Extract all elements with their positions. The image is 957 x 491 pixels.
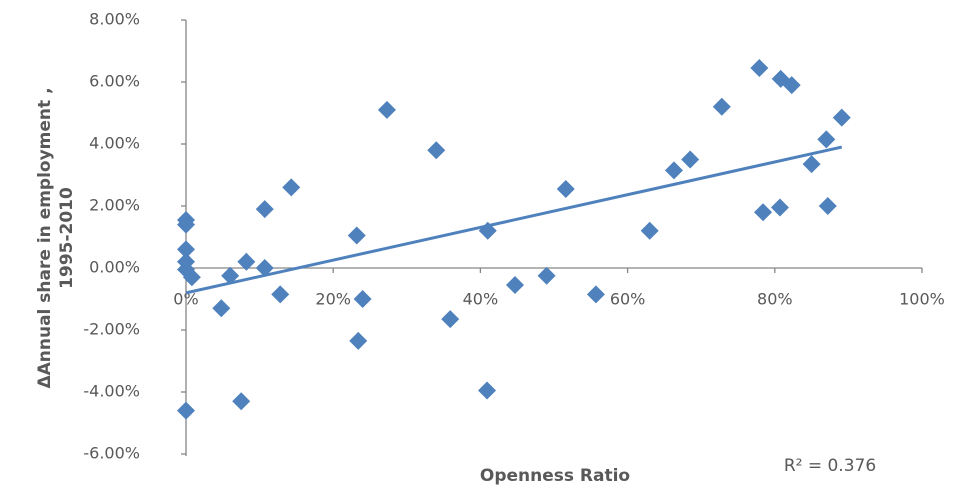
x-tick-label: 40% <box>463 290 499 309</box>
data-point <box>478 221 497 240</box>
data-point <box>817 130 836 149</box>
data-point <box>347 226 366 245</box>
data-point <box>255 200 274 219</box>
data-point <box>353 290 372 308</box>
data-point <box>802 155 821 174</box>
y-tick-label: -2.00% <box>83 320 140 339</box>
x-tick-label: 80% <box>757 290 793 309</box>
data-point <box>712 97 731 116</box>
data-point <box>537 266 556 285</box>
data-point <box>232 392 251 411</box>
data-point <box>177 215 195 234</box>
data-point <box>770 198 789 217</box>
y-tick-label: 4.00% <box>89 134 140 153</box>
data-point <box>505 276 524 295</box>
data-point <box>212 299 231 318</box>
data-point <box>664 161 683 180</box>
r-squared-annotation: R² = 0.376 <box>784 456 876 476</box>
x-tick-label: 20% <box>315 290 351 309</box>
trendline <box>185 145 843 295</box>
data-point <box>754 203 773 222</box>
y-tick-label: -6.00% <box>83 444 140 463</box>
data-point <box>237 252 256 271</box>
y-tick-label: 2.00% <box>89 196 140 215</box>
data-point <box>478 381 497 400</box>
data-point <box>271 285 290 304</box>
data-point <box>818 197 837 215</box>
data-point <box>586 285 605 304</box>
y-tick-label: -4.00% <box>83 382 140 401</box>
data-point <box>750 59 769 78</box>
data-point <box>349 331 368 350</box>
data-point <box>427 141 446 160</box>
y-axis-label-line: 1995-2010 <box>57 187 77 289</box>
y-axis-label: ΔAnnual share in employment , 1995-2010 <box>35 87 77 388</box>
data-point <box>782 76 801 95</box>
y-axis-label-line: ΔAnnual share in employment , <box>35 87 55 388</box>
data-point <box>832 108 851 127</box>
data-point <box>640 221 659 240</box>
data-point <box>221 266 240 285</box>
data-point <box>182 268 201 287</box>
data-point <box>177 240 195 259</box>
data-point <box>377 100 396 119</box>
x-axis-label: Openness Ratio <box>480 466 630 486</box>
data-point <box>441 310 460 329</box>
data-point <box>177 401 195 420</box>
data-point <box>282 178 301 197</box>
x-tick-label: 0% <box>173 290 198 309</box>
data-point <box>681 150 700 169</box>
y-tick-label: 6.00% <box>89 72 140 91</box>
y-tick-label: 0.00% <box>89 258 140 277</box>
x-tick-label: 100% <box>899 290 945 309</box>
data-point <box>556 179 575 198</box>
data-point <box>255 259 274 277</box>
y-tick-label: 8.00% <box>89 10 140 29</box>
x-tick-label: 60% <box>610 290 646 309</box>
